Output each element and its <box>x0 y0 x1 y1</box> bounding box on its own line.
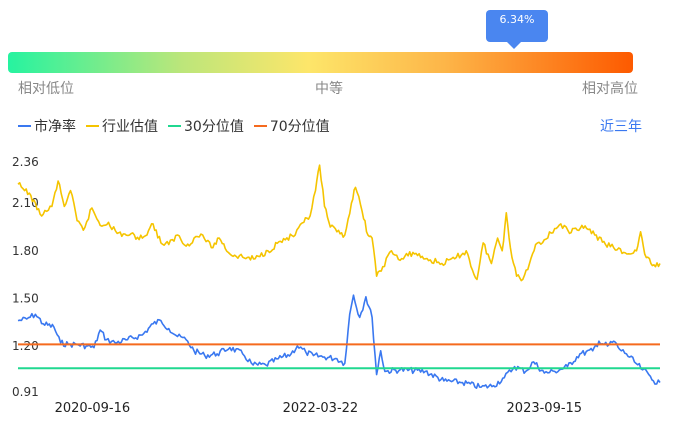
valuation-gradient-bar <box>8 52 633 73</box>
industry-line <box>17 164 661 282</box>
legend-swatch-industry <box>86 125 99 127</box>
x-tick-label: 2020-09-16 <box>55 401 131 416</box>
legend-item-p30[interactable]: 30分位值 <box>168 116 244 136</box>
legend-label-pb: 市净率 <box>34 119 76 135</box>
legend-item-p70[interactable]: 70分位值 <box>253 116 330 136</box>
x-axis-ticks: 2020-09-16 2022-03-22 2023-09-15 <box>55 401 583 416</box>
series-lines <box>17 164 661 389</box>
legend-item-industry[interactable]: 行业估值 <box>86 116 158 136</box>
legend-swatch-p70 <box>253 125 267 127</box>
legend-label-industry: 行业估值 <box>102 119 158 135</box>
y-tick-label: 2.36 <box>12 155 39 169</box>
percentile-tooltip: 6.34% <box>486 10 548 49</box>
y-tick-label: 1.80 <box>12 244 39 258</box>
percentile-value: 6.34% <box>499 13 535 26</box>
y-tick-label: 0.91 <box>12 385 39 399</box>
legend-swatch-pb <box>18 125 31 127</box>
pb-line <box>17 294 661 389</box>
valuation-chart: 2.362.101.801.501.200.91 2020-09-16 2022-… <box>12 155 661 416</box>
scale-label-low: 相对低位 <box>18 81 74 97</box>
legend-label-p70: 70分位值 <box>269 119 330 135</box>
scale-label-high: 相对高位 <box>582 81 638 97</box>
y-tick-label: 1.20 <box>12 339 39 353</box>
y-tick-label: 1.50 <box>12 291 39 305</box>
scale-label-mid: 中等 <box>315 81 343 97</box>
y-axis-ticks: 2.362.101.801.501.200.91 <box>12 155 39 399</box>
legend-label-p30: 30分位值 <box>184 119 244 135</box>
x-tick-label: 2022-03-22 <box>283 401 359 416</box>
x-tick-label: 2023-09-15 <box>507 401 583 416</box>
legend-item-pb[interactable]: 市净率 <box>18 116 76 136</box>
period-selector[interactable]: 近三年 <box>600 119 642 135</box>
legend-swatch-p30 <box>168 125 181 127</box>
chart-legend: 市净率 行业估值 30分位值 70分位值 <box>18 116 340 136</box>
